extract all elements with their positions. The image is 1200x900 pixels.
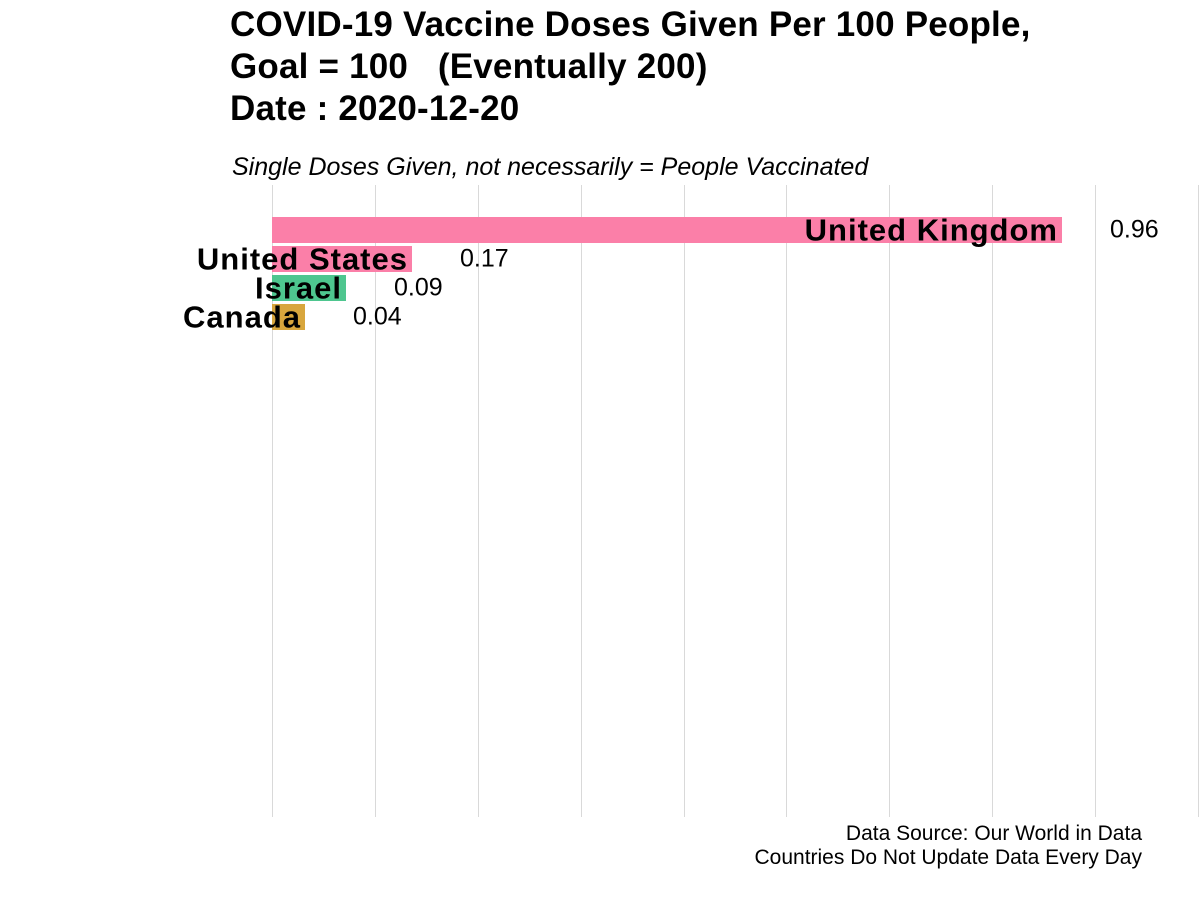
data-source-line: Data Source: Our World in Data: [845, 822, 1142, 845]
gridline: [581, 185, 582, 817]
gridline: [889, 185, 890, 817]
gridline: [684, 185, 685, 817]
gridline: [375, 185, 376, 817]
bar-label-united-states: United States: [196, 241, 408, 277]
plot-panel: United Kingdom 0.96 United States 0.17 Israe…: [183, 185, 1200, 817]
bar-value-israel: 0.09: [394, 273, 443, 302]
chart-title-line: COVID-19 Vaccine Doses Given Per 100 Peo…: [230, 5, 1031, 44]
bar-canada: [272, 304, 305, 330]
bar-israel: [272, 275, 346, 301]
bar-label-israel: Israel: [254, 270, 342, 306]
chart-title: COVID-19 Vaccine Doses Given Per 100 Peo…: [230, 4, 1031, 130]
gridline: [1095, 185, 1096, 817]
bar-label-united-kingdom: United Kingdom: [804, 212, 1058, 248]
bar-value-canada: 0.04: [353, 302, 402, 331]
bar-value-united-states: 0.17: [460, 244, 509, 273]
bar-united-states: [272, 246, 412, 272]
gridline: [1198, 185, 1199, 817]
chart-subtitle: Single Doses Given, not necessarily = Pe…: [232, 153, 869, 181]
gridline: [478, 185, 479, 817]
chart-title-line: Goal = 100 (Eventually 200): [230, 47, 708, 86]
gridline: [992, 185, 993, 817]
gridline: [786, 185, 787, 817]
bar-united-kingdom: [272, 217, 1062, 243]
bar-label-canada: Canada: [183, 299, 301, 335]
chart-title-line: Date : 2020-12-20: [230, 89, 520, 128]
gridline: [272, 185, 273, 817]
bar-value-united-kingdom: 0.96: [1110, 215, 1159, 244]
data-source-line: Countries Do Not Update Data Every Day: [754, 846, 1142, 869]
data-source-note: Data Source: Our World in Data Countries …: [754, 822, 1142, 870]
